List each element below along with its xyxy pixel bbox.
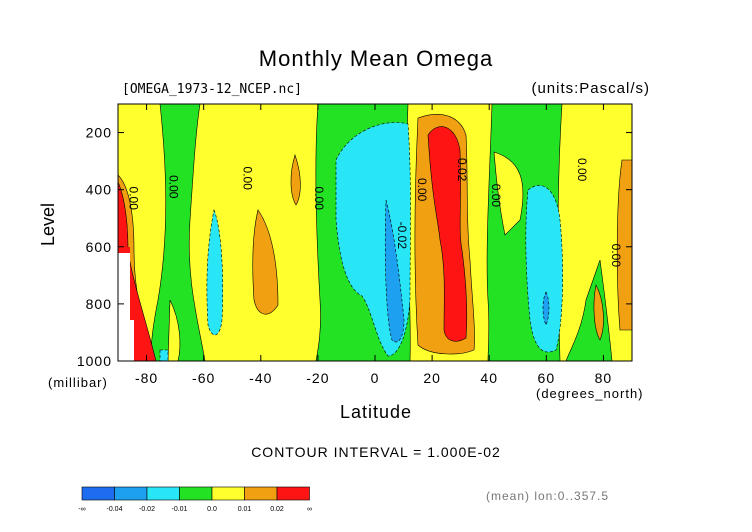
colorbar: -∞ -0.04 -0.02 -0.01 0.0 0.01 0.02 ∞ — [78, 486, 312, 513]
colorbar-tick-label: -0.04 — [107, 506, 123, 513]
y-tick-label: 400 — [86, 182, 112, 198]
contour-region-m004_m002 — [384, 199, 405, 343]
colorbar-tick-label: 0.01 — [238, 506, 252, 513]
contour-label: 0.00 — [489, 184, 503, 208]
units-label: (units:Pascal/s) — [531, 80, 650, 97]
chart-title: Monthly Mean Omega — [258, 46, 494, 71]
colorbar-tick-label: 0.02 — [270, 506, 284, 513]
contour-region-m002_m001 — [525, 185, 563, 353]
colorbar-swatch — [276, 486, 310, 501]
contour-label: 0.00 — [312, 187, 326, 211]
x-tick-label: 40 — [480, 370, 498, 386]
contour-region-001_002 — [616, 159, 633, 331]
x-tick-label: 60 — [538, 370, 556, 386]
contour-label: 0.02 — [455, 158, 469, 182]
contour-region-001_002 — [593, 284, 604, 341]
y-tick-label: 200 — [86, 125, 112, 141]
y-tick-label: 1000 — [77, 353, 112, 369]
contour-region-m002_m001 — [159, 349, 169, 362]
contour-label: 0.00 — [166, 175, 180, 199]
x-tick-label: 20 — [423, 370, 441, 386]
x-tick-label: -80 — [135, 370, 158, 386]
contour-labels: 0.00 0.00 0.00 0.00 0.00 -0.02 0.02 0.00 0.00 0.0… — [126, 158, 623, 267]
colorbar-tick-label: -0.02 — [139, 506, 155, 513]
contour-region-001_002 — [252, 209, 279, 315]
contour-label: 0.00 — [609, 244, 623, 268]
colorbar-swatch — [211, 486, 245, 501]
missing-data-region — [118, 250, 134, 361]
contour-interval-label: CONTOUR INTERVAL = 1.000E-02 — [251, 444, 501, 460]
contour-label: 0.00 — [126, 187, 140, 211]
contour-label: -0.02 — [395, 222, 409, 250]
x-axis-unit: (degrees_north) — [536, 386, 644, 401]
y-tick-label: 600 — [86, 239, 112, 255]
contour-region-001_002 — [290, 154, 301, 206]
contour-label: 0.00 — [575, 158, 589, 182]
contour-label: 0.00 — [241, 167, 255, 191]
axis-ticks: -80 -60 -40 -20 0 20 40 60 80 200 400 600 800 1000 — [77, 104, 632, 386]
colorbar-swatch — [244, 486, 278, 501]
contour-region-0_001 — [493, 151, 524, 236]
colorbar-tick-label: 0.0 — [207, 506, 217, 513]
x-tick-label: -60 — [192, 370, 215, 386]
y-axis-unit: (millibar) — [48, 375, 108, 390]
colorbar-swatch — [179, 486, 213, 501]
contour-label: 0.00 — [415, 178, 429, 202]
x-axis-label: Latitude — [339, 402, 413, 422]
x-tick-label: 80 — [595, 370, 613, 386]
colorbar-tick-label: -∞ — [78, 506, 85, 513]
contour-region-m002_m001 — [206, 208, 224, 336]
colorbar-swatch — [146, 486, 180, 501]
x-tick-label: -40 — [249, 370, 272, 386]
colorbar-swatch — [114, 486, 148, 501]
x-tick-label: -20 — [306, 370, 329, 386]
colorbar-swatch — [81, 486, 115, 501]
contour-region-edge — [118, 247, 130, 253]
mean-label: (mean) lon:0..357.5 — [486, 489, 610, 503]
contour-fills — [117, 103, 633, 362]
colorbar-tick-label: -0.01 — [172, 506, 188, 513]
contour-region-gt_002 — [427, 126, 468, 342]
file-label: [OMEGA_1973-12_NCEP.nc] — [122, 82, 303, 97]
contour-region-m004_m002 — [542, 291, 550, 326]
colorbar-tick-label: ∞ — [307, 506, 312, 513]
x-tick-label: 0 — [371, 370, 380, 386]
y-tick-label: 800 — [86, 296, 112, 312]
